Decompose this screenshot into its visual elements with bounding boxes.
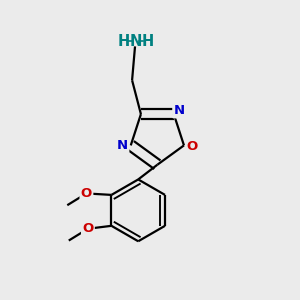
Text: O: O bbox=[82, 222, 94, 235]
Text: N: N bbox=[130, 34, 142, 49]
Text: N: N bbox=[117, 139, 128, 152]
Text: O: O bbox=[81, 187, 92, 200]
Text: N: N bbox=[173, 104, 185, 117]
Text: H: H bbox=[118, 34, 130, 49]
Text: O: O bbox=[187, 140, 198, 153]
Text: H: H bbox=[142, 34, 154, 49]
